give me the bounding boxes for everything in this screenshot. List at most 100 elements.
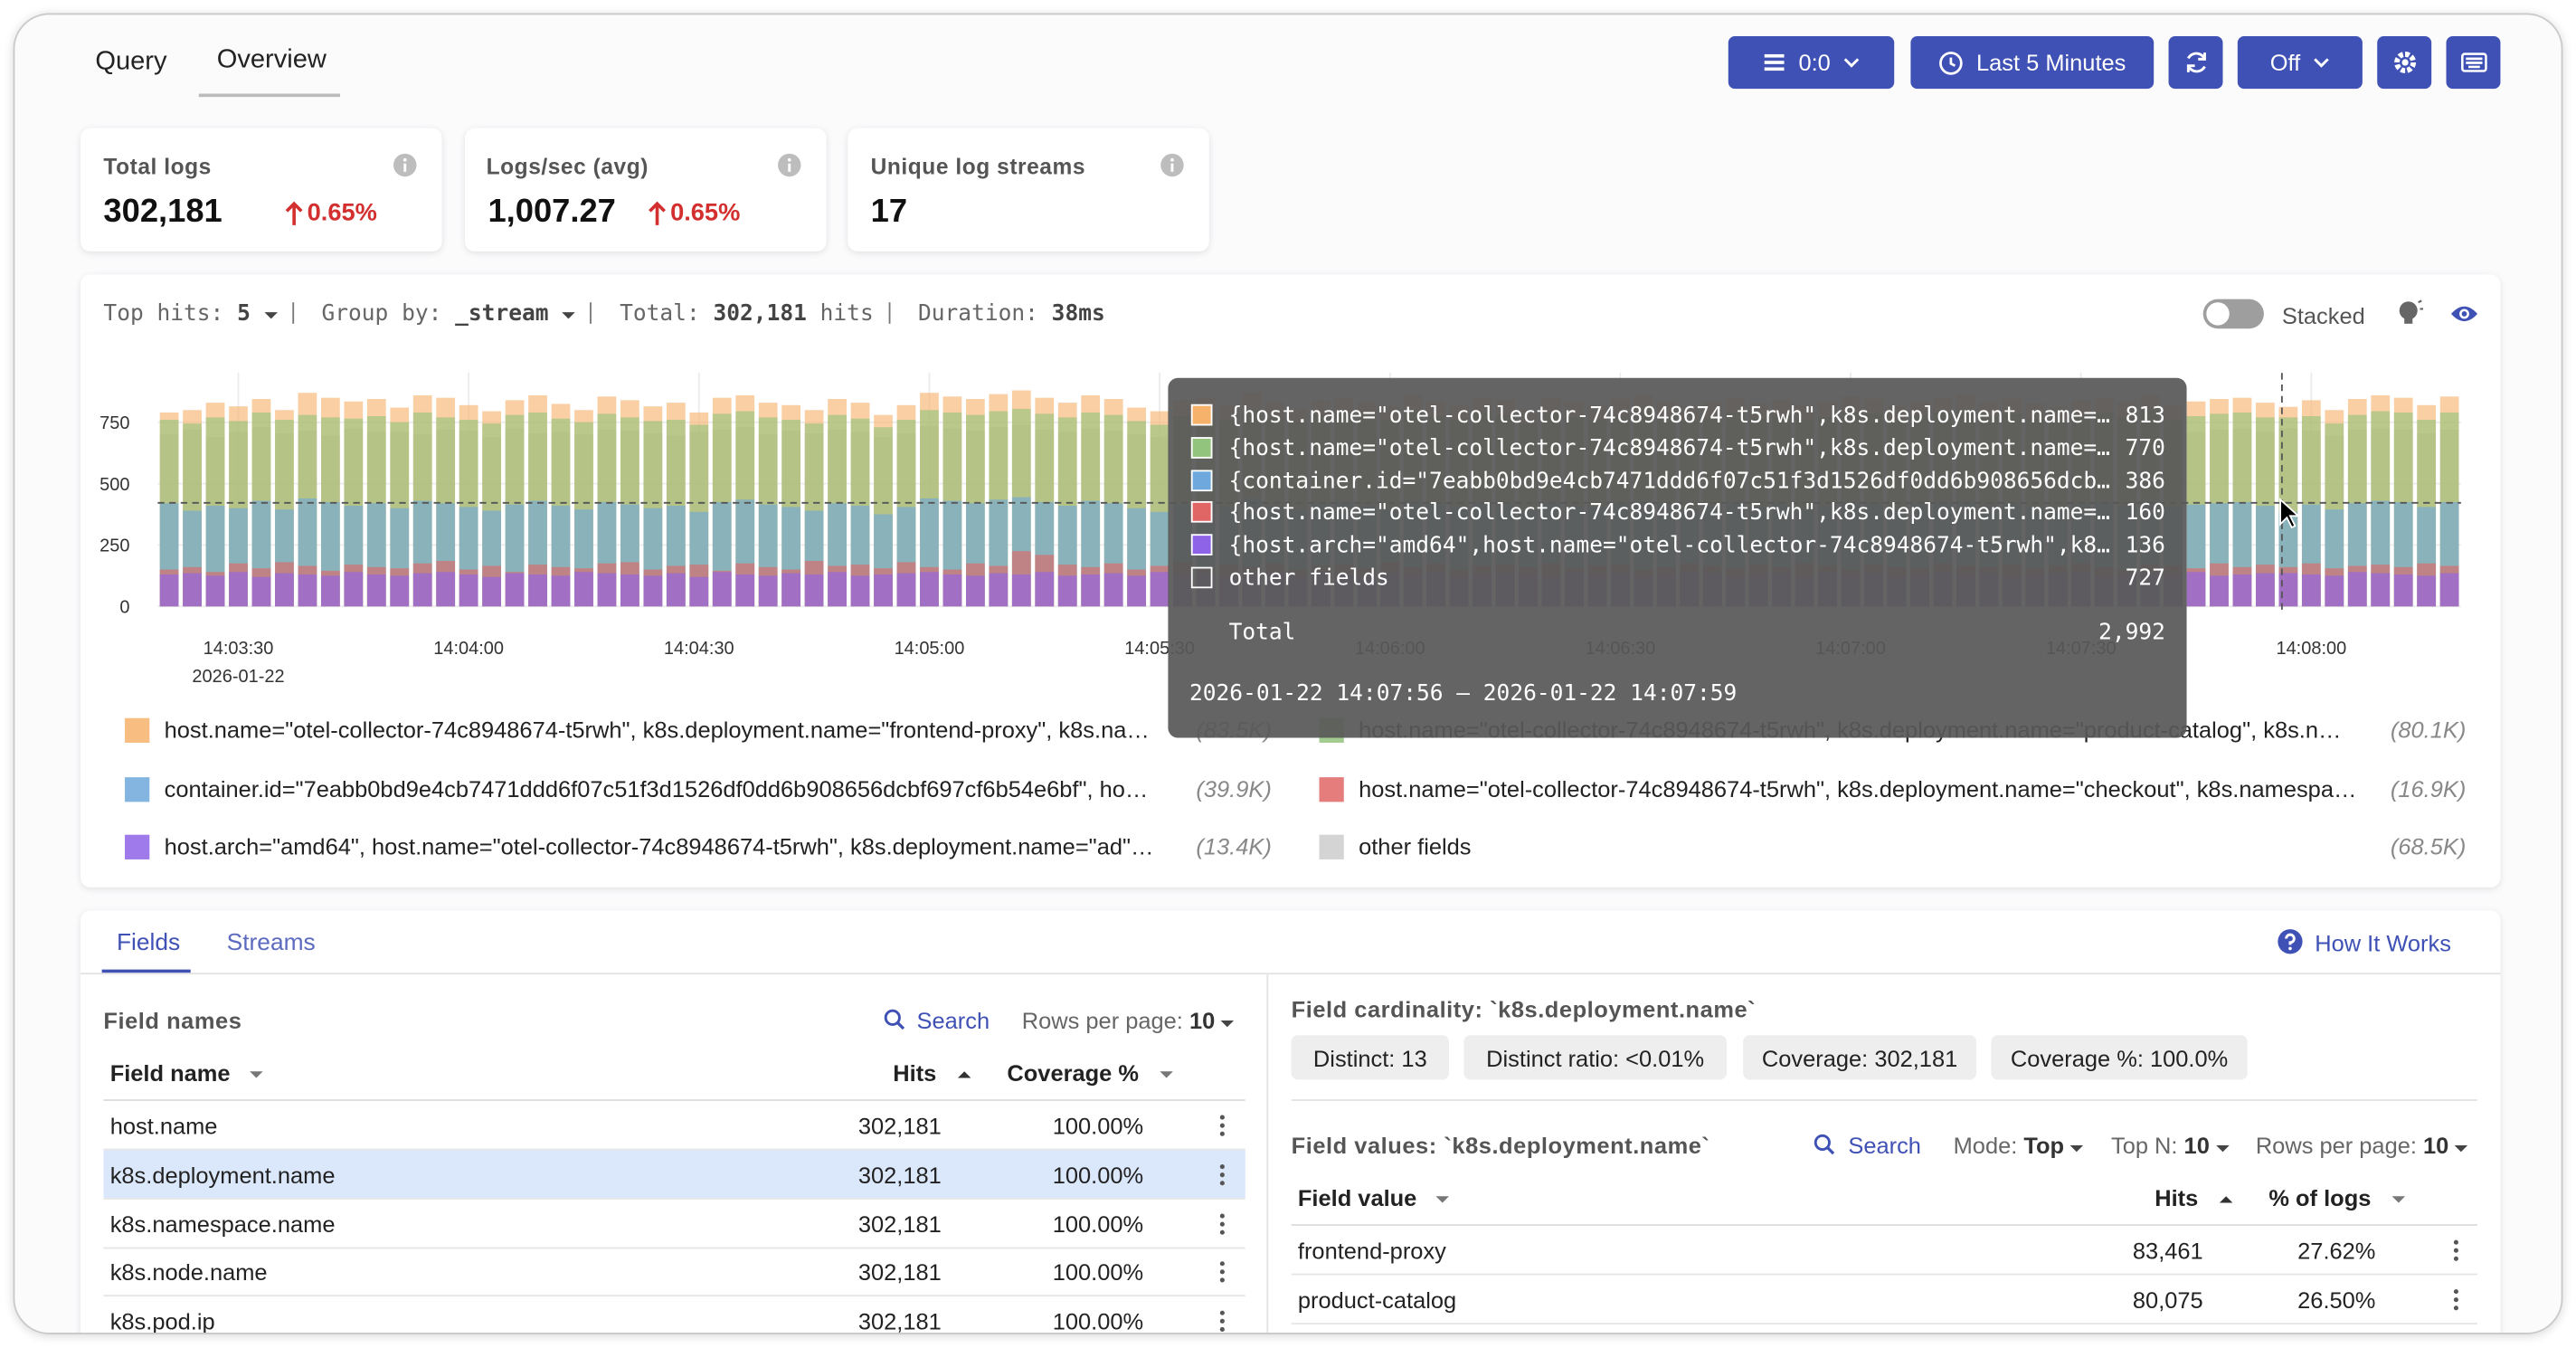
x-tick-label: 14:05:00 — [895, 639, 965, 659]
table-header[interactable]: Field value — [1298, 1185, 1416, 1211]
bar — [759, 575, 778, 606]
tooltip-label: {host.name="otel-collector-74c8948674-t5… — [1229, 435, 2110, 461]
row-menu[interactable] — [2453, 1239, 2459, 1262]
table-cell[interactable]: k8s.deployment.name — [110, 1162, 336, 1188]
table-cell[interactable]: frontend-proxy — [1298, 1238, 1446, 1264]
table-cell[interactable]: host.name — [110, 1113, 218, 1139]
search-button[interactable]: Search — [917, 1007, 990, 1033]
bar — [713, 572, 732, 606]
bar — [2302, 574, 2321, 606]
table-cell[interactable]: k8s.node.name — [110, 1259, 268, 1286]
bar — [574, 572, 593, 606]
mouse-cursor — [2278, 498, 2301, 530]
table-cell: 302,181 — [858, 1259, 942, 1286]
x-date-label: 2026-01-22 — [192, 667, 284, 687]
dot — [1220, 1262, 1225, 1267]
bar — [1127, 575, 1146, 606]
row-menu[interactable] — [2453, 1288, 2459, 1311]
divider — [80, 973, 2500, 974]
row-menu[interactable] — [1219, 1212, 1226, 1235]
bar — [2325, 575, 2344, 606]
legend-item[interactable]: (16.9K)host.name="otel-collector-74c8948… — [1320, 774, 2467, 804]
y-tick-label: 750 — [99, 413, 129, 433]
y-tick-label: 0 — [119, 597, 129, 617]
row-menu[interactable] — [1219, 1163, 1226, 1186]
table-cell: 100.00% — [1053, 1259, 1143, 1286]
legend-total: (39.9K) — [1196, 774, 1271, 801]
row-border — [1292, 1274, 2477, 1276]
table-cell[interactable]: k8s.namespace.name — [110, 1210, 336, 1237]
bar — [920, 572, 939, 606]
bar — [413, 574, 432, 607]
dot — [1220, 1327, 1225, 1332]
caret-shape — [1160, 1071, 1173, 1077]
row-menu[interactable] — [1219, 1114, 1226, 1136]
legend-item[interactable]: (83.5K)host.name="otel-collector-74c8948… — [125, 717, 1272, 746]
bar — [2440, 574, 2459, 607]
table-cell[interactable]: k8s.pod.ip — [110, 1308, 215, 1334]
legend-item[interactable]: (68.5K)other fields — [1320, 833, 2467, 863]
bar — [298, 574, 317, 606]
legend-text: host.name="otel-collector-74c8948674-t5r… — [1359, 774, 2373, 801]
dot — [1220, 1124, 1225, 1128]
rows-per-page[interactable]: Rows per page: 10 — [2256, 1132, 2468, 1158]
legend-item[interactable]: (13.4K)host.arch="amd64", host.name="ote… — [125, 833, 1272, 863]
row-border — [103, 1198, 1245, 1200]
top-n-label: Top N: — [2111, 1132, 2178, 1158]
help-icon — [2277, 928, 2303, 954]
how-it-works-link[interactable]: How It Works — [2315, 930, 2451, 956]
table-header[interactable]: Field name — [110, 1060, 231, 1087]
legend-item[interactable]: (39.9K)container.id="7eabb0bd9e4cb7471dd… — [125, 774, 1272, 804]
dot — [1220, 1164, 1225, 1169]
table-cell: 302,181 — [858, 1162, 942, 1188]
bar — [183, 574, 202, 607]
bar — [897, 574, 916, 607]
bar — [851, 575, 870, 606]
row-border — [103, 1099, 1245, 1101]
mode-select[interactable]: Mode: Top — [1954, 1132, 2084, 1158]
fields-tab[interactable]: Fields — [117, 930, 180, 956]
legend-total: (13.4K) — [1196, 833, 1271, 859]
legend-swatch — [1320, 835, 1344, 859]
caret-shape — [250, 1071, 263, 1077]
table-header[interactable]: Coverage % — [1007, 1060, 1139, 1087]
dot — [1220, 1278, 1225, 1283]
table-cell: 100.00% — [1053, 1210, 1143, 1237]
tooltip-swatch — [1191, 404, 1213, 426]
rows-per-page-label: Rows per page: — [1022, 1007, 1183, 1033]
bar — [528, 574, 547, 606]
dot — [1220, 1132, 1225, 1136]
search-button[interactable]: Search — [1848, 1132, 1921, 1158]
dot — [1220, 1319, 1225, 1324]
y-tick-label: 250 — [99, 536, 129, 556]
bar — [2233, 574, 2252, 606]
dot — [2454, 1289, 2458, 1294]
bar — [390, 575, 409, 606]
legend-total: (68.5K) — [2391, 833, 2466, 859]
row-menu[interactable] — [1219, 1310, 1226, 1333]
legend-total: (80.1K) — [2391, 717, 2466, 743]
chip: Coverage: 302,181 — [1743, 1035, 1976, 1079]
x-tick-label: 14:04:30 — [664, 639, 734, 659]
bar — [1035, 572, 1054, 606]
bar — [828, 572, 847, 606]
table-header[interactable]: % of logs — [2268, 1185, 2371, 1211]
bar — [2256, 574, 2275, 607]
top-n-select[interactable]: Top N: 10 — [2111, 1132, 2229, 1158]
tooltip-total: 2,992 — [2098, 620, 2165, 646]
table-header[interactable]: Hits — [893, 1060, 936, 1087]
table-header[interactable]: Hits — [2155, 1185, 2198, 1211]
tooltip-value: 727 — [2126, 565, 2165, 592]
row-menu[interactable] — [1219, 1261, 1226, 1284]
chart-tooltip: Total 2,992 2026-01-22 14:07:56 – 2026-0… — [1168, 378, 2186, 738]
table-cell: 100.00% — [1053, 1162, 1143, 1188]
table-cell[interactable]: product-catalog — [1298, 1286, 1456, 1313]
streams-tab[interactable]: Streams — [227, 930, 316, 956]
tooltip-swatch — [1191, 437, 1213, 459]
table-cell: 302,181 — [858, 1113, 942, 1139]
field-values-title: Field values: `k8s.deployment.name` — [1292, 1132, 1710, 1158]
table-cell: 302,181 — [858, 1308, 942, 1334]
bar — [552, 575, 571, 606]
rows-per-page[interactable]: Rows per page: 10 — [1022, 1007, 1235, 1033]
rows-per-page-value: 10 — [2423, 1132, 2448, 1158]
